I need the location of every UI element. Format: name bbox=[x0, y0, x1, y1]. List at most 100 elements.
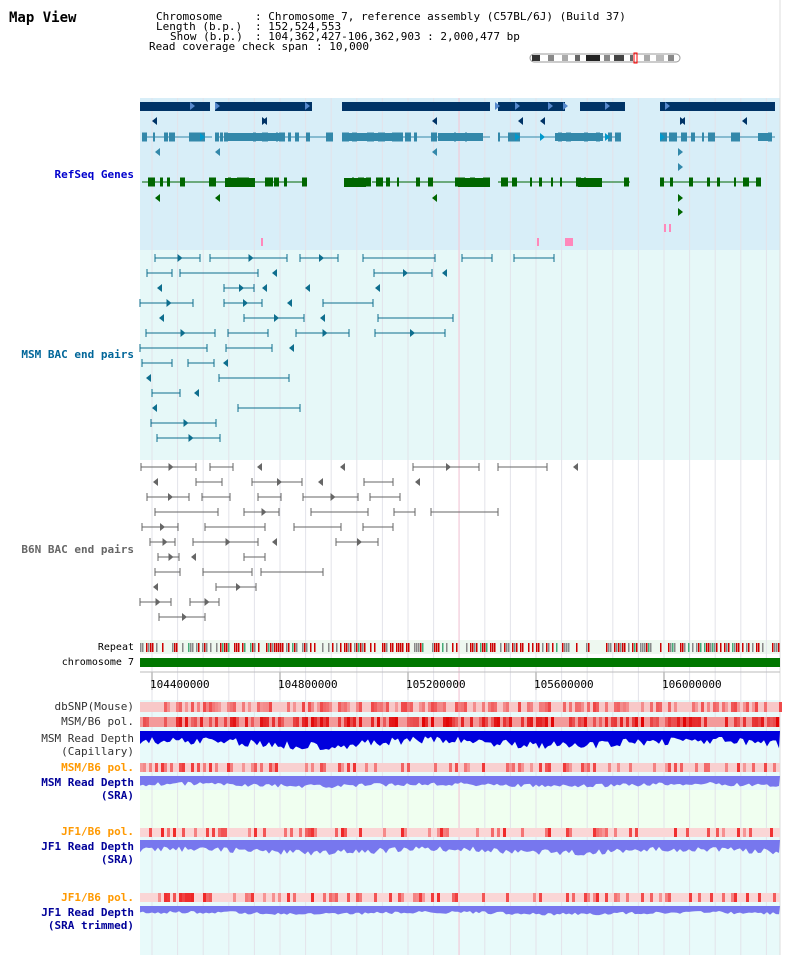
heatmap-cell bbox=[263, 702, 266, 712]
heatmap-cell bbox=[650, 702, 653, 712]
bac-end-arrow-icon bbox=[274, 314, 279, 322]
heatmap-cell bbox=[155, 763, 158, 772]
repeat-mark bbox=[556, 643, 558, 652]
heatmap-cell bbox=[641, 702, 644, 712]
heatmap-cell bbox=[527, 717, 530, 727]
heatmap-cell bbox=[374, 702, 377, 712]
heatmap-cell bbox=[359, 717, 362, 727]
b6n-bac-label[interactable]: B6N BAC end pairs bbox=[21, 543, 134, 556]
heatmap-cell bbox=[467, 763, 470, 772]
heatmap-cell bbox=[722, 702, 725, 712]
heatmap-cell bbox=[308, 702, 311, 712]
heatmap-cell bbox=[383, 717, 386, 727]
heatmap-cell bbox=[341, 828, 344, 837]
heatmap-cell bbox=[248, 828, 251, 837]
msm-b6-pol-label[interactable]: MSM/B6 pol. bbox=[61, 715, 134, 728]
strand-arrow-icon bbox=[215, 102, 220, 110]
heatmap-cell bbox=[269, 763, 272, 772]
refseq-genes-label[interactable]: RefSeq Genes bbox=[54, 168, 134, 181]
jf1-b6-pol-label-2[interactable]: JF1/B6 pol. bbox=[61, 891, 134, 904]
gene-block bbox=[578, 178, 602, 187]
repeat-mark bbox=[552, 643, 554, 652]
gene-exon bbox=[405, 132, 411, 142]
heatmap-cell bbox=[236, 717, 239, 727]
strand-arrow-icon bbox=[495, 102, 500, 110]
repeat-mark bbox=[292, 643, 294, 652]
strand-arrow-icon bbox=[678, 163, 683, 171]
strand-arrow-icon bbox=[660, 133, 665, 141]
repeat-mark bbox=[390, 643, 392, 652]
heatmap-cell bbox=[173, 828, 176, 837]
strand-arrow-icon bbox=[432, 148, 437, 156]
ideogram-band bbox=[586, 55, 600, 61]
heatmap-cell bbox=[539, 717, 542, 727]
heatmap-cell bbox=[338, 717, 341, 727]
heatmap-cell bbox=[284, 828, 287, 837]
repeat-mark bbox=[568, 643, 570, 652]
heatmap-cell bbox=[521, 828, 524, 837]
heatmap-cell bbox=[752, 763, 755, 772]
chromosome-label: chromosome 7 bbox=[61, 657, 134, 668]
strand-arrow-icon bbox=[665, 102, 670, 110]
heatmap-cell bbox=[668, 763, 671, 772]
heatmap-cell bbox=[476, 828, 479, 837]
repeat-mark bbox=[344, 643, 346, 652]
heatmap-cell bbox=[251, 763, 254, 772]
heatmap-cell bbox=[230, 702, 233, 712]
heatmap-cell bbox=[209, 702, 212, 712]
repeat-mark bbox=[622, 643, 624, 652]
msm-bac-label[interactable]: MSM BAC end pairs bbox=[21, 348, 134, 361]
heatmap-cell bbox=[446, 717, 449, 727]
repeat-mark bbox=[762, 643, 764, 652]
repeat-mark bbox=[314, 643, 316, 652]
heatmap-cell bbox=[329, 893, 332, 902]
repeat-mark bbox=[142, 643, 144, 652]
repeat-mark bbox=[452, 643, 454, 652]
heatmap-cell bbox=[185, 893, 188, 902]
gene-exon bbox=[707, 177, 710, 187]
repeat-mark bbox=[360, 643, 362, 652]
heatmap-cell bbox=[506, 717, 509, 727]
heatmap-cell bbox=[650, 717, 653, 727]
heatmap-cell bbox=[206, 828, 209, 837]
repeat-mark bbox=[492, 643, 494, 652]
heatmap-cell bbox=[167, 702, 170, 712]
heatmap-cell bbox=[566, 763, 569, 772]
gene-exon bbox=[326, 132, 333, 142]
repeat-mark bbox=[254, 643, 256, 652]
repeat-mark bbox=[364, 643, 366, 652]
heatmap-cell bbox=[671, 717, 674, 727]
heatmap-cell bbox=[680, 763, 683, 772]
ideogram-band bbox=[532, 55, 540, 61]
bac-end-arrow-icon bbox=[188, 434, 194, 442]
msm-depth-capillary-label[interactable]: MSM Read Depth bbox=[41, 732, 134, 745]
gene-exon bbox=[220, 132, 223, 142]
heatmap-cell bbox=[449, 717, 452, 727]
jf1-depth-trimmed-label[interactable]: JF1 Read Depth bbox=[41, 906, 134, 919]
bac-end-arrow-icon bbox=[157, 284, 162, 292]
heatmap-cell bbox=[473, 702, 476, 712]
strand-arrow-icon bbox=[540, 117, 545, 125]
gene-exon bbox=[192, 132, 199, 142]
dbsnp-label[interactable]: dbSNP(Mouse) bbox=[54, 700, 134, 713]
heatmap-cell bbox=[566, 828, 569, 837]
msm-depth-sra-label[interactable]: MSM Read Depth bbox=[41, 776, 134, 789]
jf1-b6-pol-label[interactable]: JF1/B6 pol. bbox=[61, 825, 134, 838]
heatmap-cell bbox=[401, 893, 404, 902]
heatmap-cell bbox=[767, 717, 770, 727]
heatmap-cell bbox=[443, 828, 446, 837]
msm-b6-pol-label-2[interactable]: MSM/B6 pol. bbox=[61, 761, 134, 774]
repeat-mark bbox=[466, 643, 468, 652]
repeat-mark bbox=[238, 643, 240, 652]
bac-end-arrow-icon bbox=[289, 344, 294, 352]
heatmap-cell bbox=[161, 828, 164, 837]
bac-end-arrow-icon bbox=[152, 404, 157, 412]
repeat-mark bbox=[728, 643, 730, 652]
repeat-mark bbox=[396, 643, 398, 652]
chromosome-key: Chromosome bbox=[156, 10, 223, 23]
bac-end-arrow-icon bbox=[322, 329, 328, 337]
length-value: : 152,524,553 bbox=[255, 20, 342, 33]
strand-arrow-icon bbox=[678, 194, 683, 202]
repeat-mark bbox=[682, 643, 684, 652]
jf1-depth-sra-label[interactable]: JF1 Read Depth bbox=[41, 840, 134, 853]
